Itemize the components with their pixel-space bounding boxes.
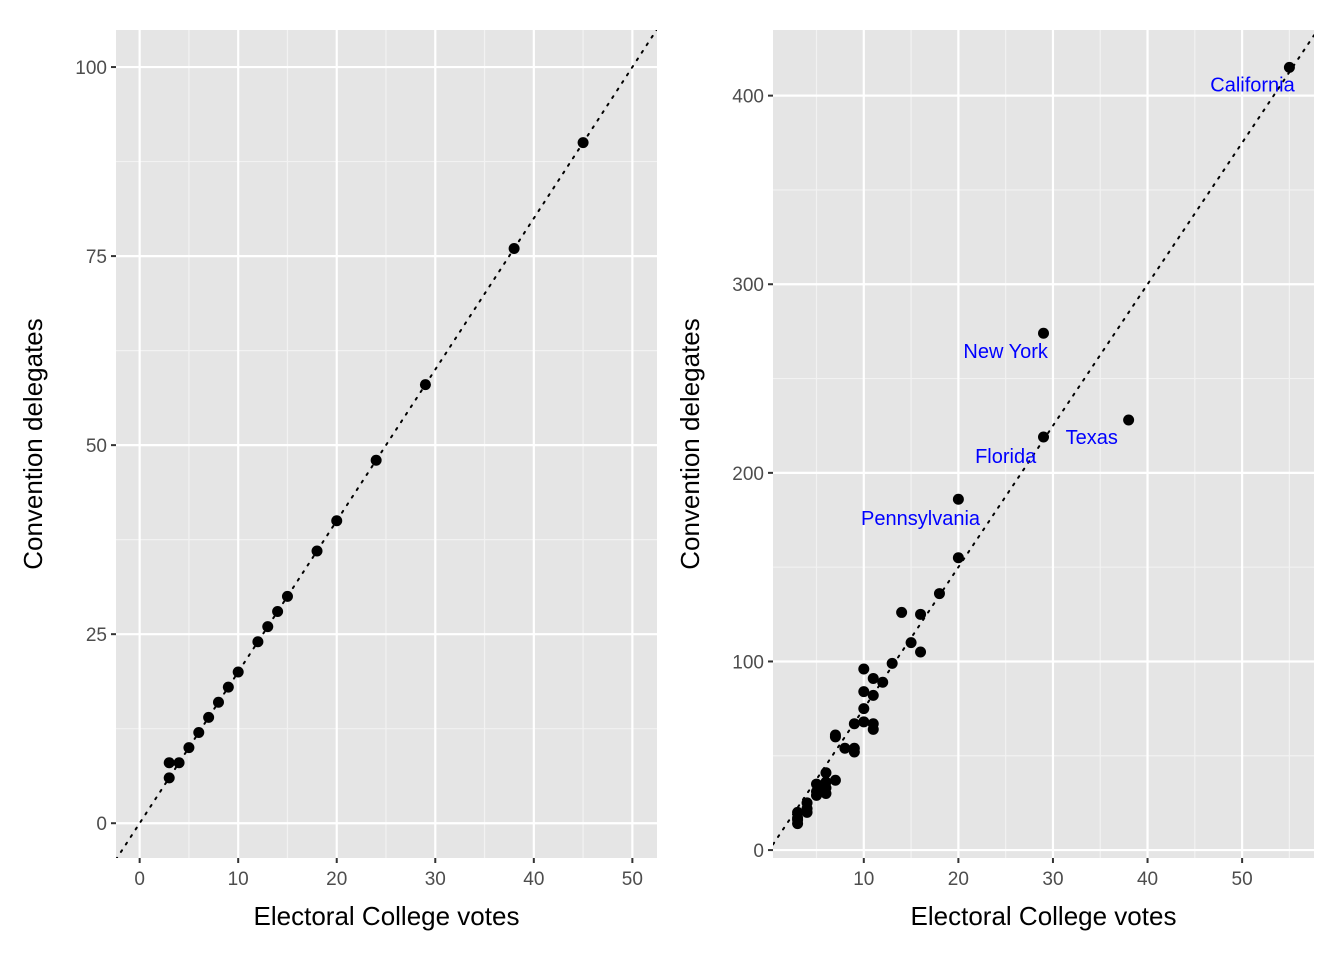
reference-line xyxy=(116,30,657,858)
data-point xyxy=(886,657,898,669)
data-point xyxy=(952,552,964,564)
data-point xyxy=(801,806,813,818)
y-tick-label: 200 xyxy=(732,464,764,485)
data-point xyxy=(867,723,879,735)
y-tick-label: 0 xyxy=(753,841,764,862)
data-point xyxy=(1038,327,1049,339)
y-tick-label: 0 xyxy=(96,814,107,835)
point-label: Pennsylvania xyxy=(861,508,981,530)
data-point xyxy=(952,493,964,505)
data-point xyxy=(163,757,175,769)
x-tick-label: 20 xyxy=(326,869,347,890)
x-axis-title: Electoral College votes xyxy=(911,901,1177,931)
data-point xyxy=(811,786,823,798)
panel-2: 10 20 30 40 50 0 100 200 300 400 California New Yor… xyxy=(675,30,1314,931)
data-point xyxy=(1283,61,1295,73)
data-point xyxy=(848,746,860,758)
x-tick-label: 50 xyxy=(1232,869,1253,890)
data-point xyxy=(1038,431,1049,443)
data-point xyxy=(281,590,293,602)
data-point xyxy=(203,711,215,723)
x-axis-title: Electoral College votes xyxy=(254,901,520,931)
data-point xyxy=(173,757,185,769)
data-point xyxy=(858,663,870,675)
data-point xyxy=(311,545,323,557)
data-point xyxy=(1123,414,1135,426)
data-point xyxy=(212,696,224,708)
point-label: New York xyxy=(963,341,1048,363)
data-point xyxy=(905,637,917,649)
data-point xyxy=(370,454,382,466)
data-point xyxy=(193,726,205,738)
point-label: Texas xyxy=(1066,427,1118,449)
data-point xyxy=(848,718,860,730)
x-tick-label: 0 xyxy=(134,869,145,890)
data-point xyxy=(232,666,244,678)
x-tick-label: 40 xyxy=(1137,869,1158,890)
data-point xyxy=(820,787,832,799)
y-tick-label: 400 xyxy=(732,87,764,108)
x-tick-label: 30 xyxy=(425,869,446,890)
data-point xyxy=(252,636,264,648)
y-axis-title: Convention delegates xyxy=(675,318,705,570)
data-point xyxy=(877,676,889,688)
data-point xyxy=(222,681,234,693)
x-tick-label: 20 xyxy=(948,869,969,890)
data-point xyxy=(262,621,274,633)
data-point xyxy=(896,606,908,618)
y-tick-label: 50 xyxy=(86,436,107,457)
x-tick-label: 10 xyxy=(853,869,874,890)
y-tick-label: 75 xyxy=(86,247,107,268)
y-tick-label: 100 xyxy=(732,652,764,673)
x-tick-label: 40 xyxy=(523,869,544,890)
point-label: California xyxy=(1210,74,1295,96)
data-point xyxy=(331,515,343,527)
data-point xyxy=(811,778,823,790)
x-tick-label: 10 xyxy=(228,869,249,890)
data-point xyxy=(792,814,804,826)
y-tick-label: 300 xyxy=(732,275,764,296)
data-point xyxy=(839,742,851,754)
y-axis-title: Convention delegates xyxy=(18,318,48,570)
data-point xyxy=(820,767,832,779)
data-point xyxy=(163,772,175,784)
data-point xyxy=(419,379,431,391)
data-point xyxy=(915,646,927,658)
data-point xyxy=(858,686,870,698)
plot-background xyxy=(773,30,1314,858)
data-point xyxy=(933,588,945,600)
data-point xyxy=(867,689,879,701)
data-point xyxy=(183,742,195,754)
data-point xyxy=(829,729,841,741)
x-tick-label: 50 xyxy=(622,869,643,890)
data-point xyxy=(858,703,870,715)
y-tick-label: 100 xyxy=(75,58,107,79)
data-point xyxy=(272,605,284,617)
data-point xyxy=(915,608,927,620)
data-point xyxy=(508,243,520,255)
data-point xyxy=(858,716,870,728)
x-tick-label: 30 xyxy=(1042,869,1063,890)
y-tick-label: 25 xyxy=(86,625,107,646)
data-point xyxy=(577,137,589,149)
data-point xyxy=(867,672,879,684)
panel-1: 0 10 20 30 40 50 0 25 50 75 100 Electoral College v… xyxy=(18,30,657,931)
point-label: Florida xyxy=(975,446,1037,468)
data-point xyxy=(829,774,841,786)
